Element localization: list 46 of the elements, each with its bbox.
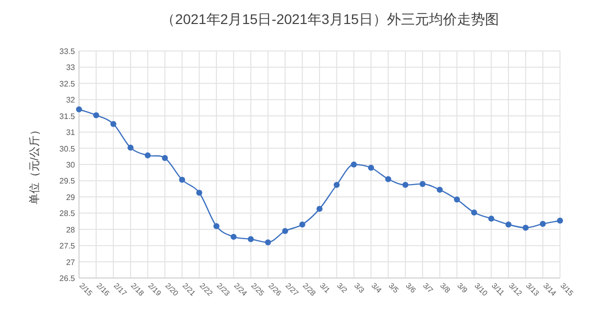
y-tick-label: 26.5 — [59, 274, 76, 283]
y-tick-label: 27.5 — [59, 242, 76, 251]
point — [505, 221, 512, 228]
point — [420, 180, 426, 187]
point — [282, 228, 288, 234]
point — [385, 176, 392, 182]
y-tick-label: 33 — [66, 63, 76, 72]
y-tick-label: 29.5 — [59, 176, 76, 186]
point — [334, 182, 340, 188]
chart-title: （2021年2月15日-2021年3月15日）外三元均价走势图 — [161, 11, 499, 27]
y-axis-title: 单位（元/公斤） — [28, 124, 41, 205]
y-tick-label: 32.5 — [59, 79, 76, 88]
y-tick-label: 32 — [66, 96, 76, 105]
point — [454, 196, 460, 203]
point — [110, 120, 116, 127]
y-tick-label: 28.5 — [59, 209, 76, 218]
point — [128, 144, 134, 151]
y-tick-label: 28 — [66, 225, 76, 234]
point — [368, 164, 374, 171]
point — [350, 162, 357, 168]
y-tick-label: 31.5 — [59, 112, 76, 121]
point — [76, 106, 82, 112]
point — [557, 218, 563, 224]
point — [299, 221, 306, 228]
y-tick-label: 30.5 — [59, 144, 76, 154]
y-tick-label: 31 — [66, 128, 76, 138]
point — [179, 176, 186, 183]
point — [540, 220, 546, 227]
point — [402, 182, 408, 188]
y-tick-label: 33.5 — [59, 47, 76, 56]
point — [522, 224, 529, 231]
point — [488, 216, 494, 222]
y-tick-label: 30 — [66, 160, 76, 170]
point — [196, 190, 202, 196]
point — [316, 206, 322, 212]
point — [93, 112, 100, 118]
point — [162, 155, 168, 162]
point — [230, 234, 237, 240]
y-tick-label: 27 — [66, 258, 76, 267]
point — [436, 186, 443, 193]
point — [213, 223, 220, 230]
point — [144, 152, 151, 158]
y-tick-label: 29 — [66, 192, 76, 202]
point — [248, 236, 254, 242]
point — [471, 209, 478, 216]
point — [264, 239, 271, 246]
